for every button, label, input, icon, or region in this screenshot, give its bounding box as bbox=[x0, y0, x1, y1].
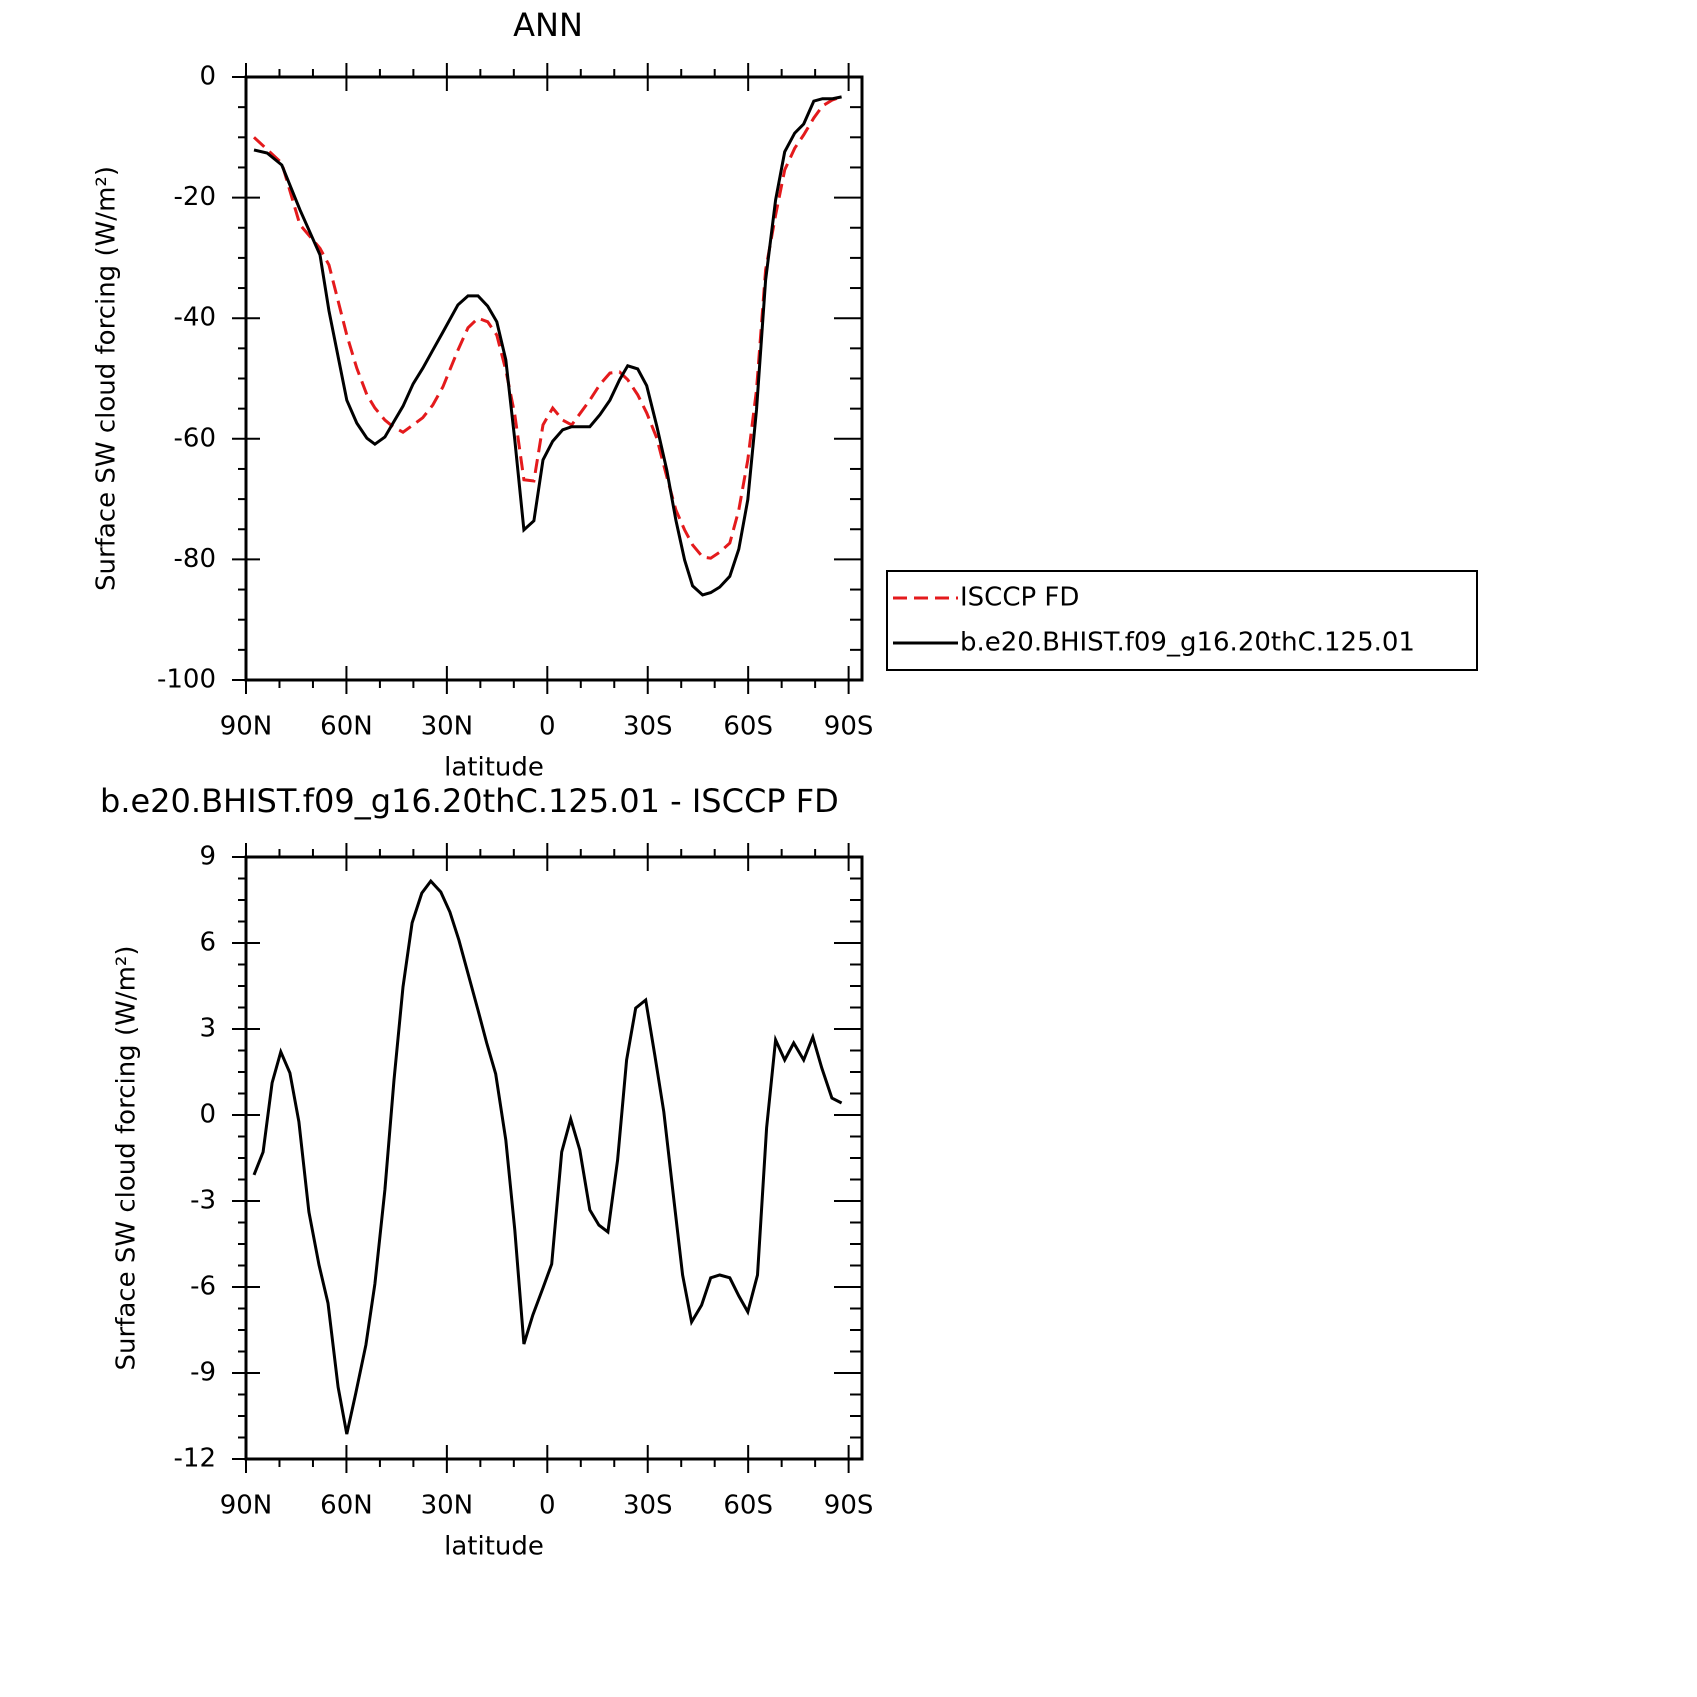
plot-frame bbox=[244, 75, 864, 682]
series-line bbox=[253, 95, 842, 597]
legend-label: b.e20.BHIST.f09_g16.20thC.125.01 bbox=[960, 628, 1415, 658]
x-tick-label: 30S bbox=[623, 1491, 673, 1521]
x-tick-label: 60S bbox=[723, 712, 773, 742]
y-tick-label: -3 bbox=[190, 1186, 216, 1216]
x-tick-label: 30N bbox=[421, 712, 474, 742]
y-tick-label: 0 bbox=[199, 1100, 216, 1130]
y-tick-label: 9 bbox=[199, 842, 216, 872]
x-tick-label: 90S bbox=[824, 1491, 874, 1521]
y-tick-label: -20 bbox=[174, 182, 216, 212]
y-tick-label: -6 bbox=[190, 1272, 216, 1302]
x-tick-label: 0 bbox=[539, 1491, 556, 1521]
x-tick-label: 30N bbox=[421, 1491, 474, 1521]
plot-frame bbox=[244, 855, 864, 1461]
y-tick-label: -12 bbox=[174, 1444, 216, 1474]
y-tick-label: -40 bbox=[174, 303, 216, 333]
y-tick-label: -9 bbox=[190, 1358, 216, 1388]
y-axis-label: Surface SW cloud forcing (W/m²) bbox=[92, 166, 122, 591]
y-tick-label: -80 bbox=[174, 544, 216, 574]
x-tick-label: 60S bbox=[723, 1491, 773, 1521]
series-line bbox=[252, 95, 843, 560]
chart-title: b.e20.BHIST.f09_g16.20thC.125.01 - ISCCP… bbox=[100, 782, 839, 820]
y-tick-label: -60 bbox=[174, 423, 216, 453]
y-tick-label: 6 bbox=[199, 928, 216, 958]
x-tick-label: 60N bbox=[320, 1491, 373, 1521]
y-tick-label: 0 bbox=[199, 62, 216, 92]
x-tick-label: 90N bbox=[220, 1491, 273, 1521]
series-line bbox=[252, 878, 843, 1435]
legend-label: ISCCP FD bbox=[960, 583, 1079, 613]
y-tick-label: -100 bbox=[157, 665, 216, 695]
legend-box bbox=[886, 570, 1478, 671]
x-tick-label: 30S bbox=[623, 712, 673, 742]
x-tick-label: 60N bbox=[320, 712, 373, 742]
y-axis-label: Surface SW cloud forcing (W/m²) bbox=[112, 946, 142, 1371]
x-axis-label: latitude bbox=[444, 753, 544, 783]
x-tick-label: 0 bbox=[539, 712, 556, 742]
chart-title: ANN bbox=[513, 6, 583, 44]
y-tick-label: 3 bbox=[199, 1014, 216, 1044]
x-axis-label: latitude bbox=[444, 1532, 544, 1562]
x-tick-label: 90S bbox=[824, 712, 874, 742]
x-tick-label: 90N bbox=[220, 712, 273, 742]
